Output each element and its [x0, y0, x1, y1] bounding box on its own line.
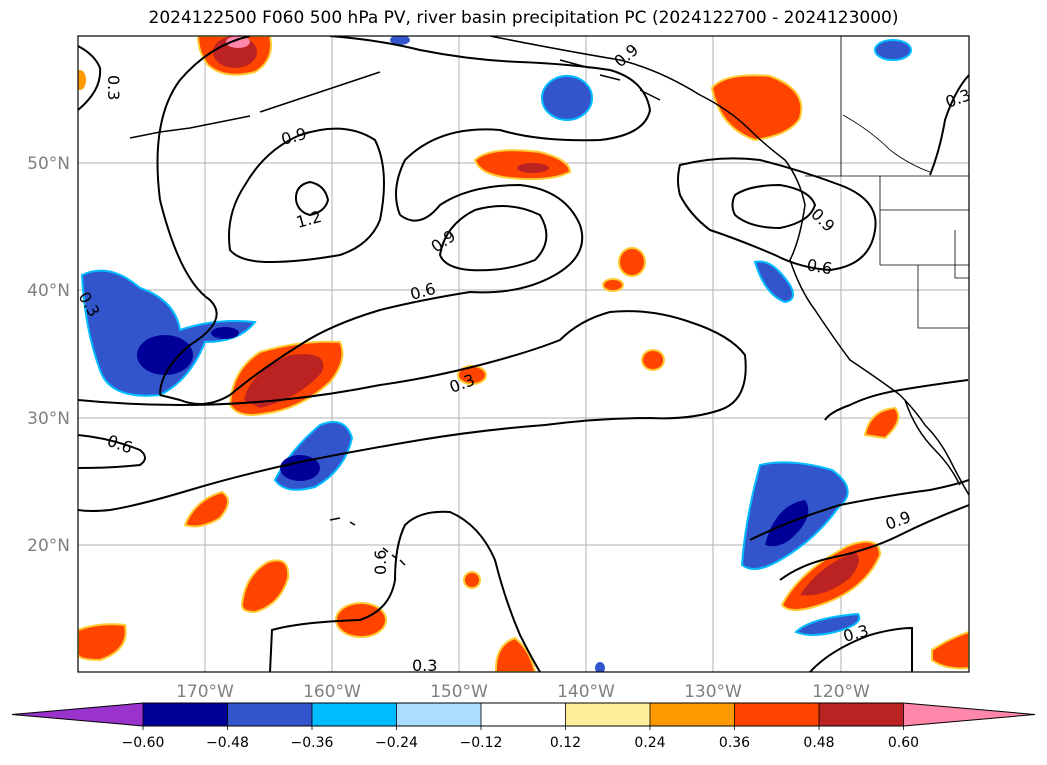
lon-label: 160°W: [303, 682, 361, 702]
lat-label: 50°N: [27, 154, 70, 174]
coastlines: [129, 36, 969, 566]
lon-label: 120°W: [812, 682, 870, 702]
colorbar-extend-low: [12, 703, 143, 726]
lat-label: 30°N: [27, 409, 70, 429]
colorbar-segment: [143, 703, 228, 726]
contour-label: 0.3: [412, 656, 437, 675]
colorbar-segment: [650, 703, 735, 726]
colorbar-tick-label: −0.36: [291, 735, 334, 751]
colorbar-tick-label: 0.48: [803, 735, 834, 751]
borders: [805, 36, 969, 329]
lon-label: 150°W: [430, 682, 488, 702]
colorbar-tick-label: 0.60: [888, 735, 919, 751]
colorbar-segment: [227, 703, 313, 726]
map-title: 2024122500 F060 500 hPa PV, river basin …: [148, 8, 899, 28]
colorbar-segment: [565, 703, 651, 726]
map-plot-area: 0.3 0.9 1.2 0.6 0.9 0.6 0.9 0.6 0.3 0.3 …: [78, 36, 969, 675]
colorbar-tick-label: −0.60: [122, 735, 165, 751]
colorbar-segment: [734, 703, 820, 726]
colorbar-segment: [312, 703, 397, 726]
positive-anomaly-blobs: [78, 36, 969, 672]
lon-label: 140°W: [557, 682, 615, 702]
lon-label: 170°W: [176, 682, 234, 702]
colorbar-extend-high: [903, 703, 1035, 726]
latitude-labels: 50°N 40°N 30°N 20°N: [27, 154, 70, 556]
colorbar-tick-label: −0.12: [460, 735, 503, 751]
colorbar-segment: [396, 703, 482, 726]
pv-contours: [78, 36, 969, 672]
colorbar-tick-label: −0.48: [206, 735, 249, 751]
lon-label: 130°W: [684, 682, 742, 702]
contour-label: 0.6: [805, 255, 833, 278]
contour-label: 0.3: [104, 75, 123, 100]
colorbar: −0.60 −0.48 −0.36 −0.24 −0.12 0.12 0.24 0.36 0.4…: [11, 702, 1036, 751]
longitude-labels: 170°W 160°W 150°W 140°W 130°W 120°W: [176, 682, 870, 702]
map-frame: [77, 35, 970, 673]
colorbar-segment: [819, 703, 904, 726]
colorbar-tick-label: 0.12: [550, 735, 581, 751]
lat-label: 20°N: [27, 536, 70, 556]
colorbar-tick-label: 0.36: [719, 735, 750, 751]
negative-anomaly-blobs: [80, 36, 912, 672]
colorbar-segment: [481, 703, 566, 726]
contour-label: 0.6: [371, 550, 390, 575]
colorbar-tick-label: −0.24: [375, 735, 418, 751]
lat-label: 40°N: [27, 281, 70, 301]
colorbar-tick-label: 0.24: [634, 735, 665, 751]
